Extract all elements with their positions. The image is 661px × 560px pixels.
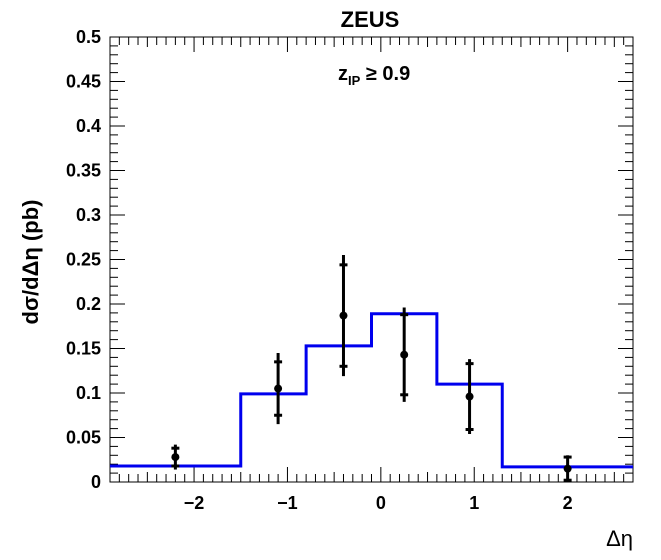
plot-frame: [109, 36, 634, 483]
data-point: [171, 444, 180, 470]
x-tick-label: −1: [277, 493, 298, 513]
point-marker: [563, 464, 572, 473]
y-tick-label: 0.45: [66, 72, 101, 92]
y-tick-label: 0.05: [66, 428, 101, 448]
data-point: [274, 352, 283, 425]
x-axis-label: Δη: [606, 526, 633, 551]
point-marker: [171, 453, 180, 462]
x-tick-label: −2: [184, 493, 205, 513]
y-tick-label: 0: [91, 472, 101, 492]
data-point: [465, 359, 474, 434]
point-marker: [465, 392, 474, 401]
chart-title: ZEUS: [341, 7, 400, 32]
annotation: zIP ≥ 0.9: [338, 63, 410, 88]
y-axis-label: dσ/dΔη (pb): [18, 200, 43, 325]
x-ticks: −2 −1 0 1 2: [109, 37, 634, 513]
svg-text:dσ/dΔη (pb): dσ/dΔη (pb): [18, 200, 43, 325]
x-tick-label: 1: [469, 493, 479, 513]
y-tick-label: 0.25: [66, 250, 101, 270]
x-tick-label: 0: [376, 493, 386, 513]
data-point: [339, 255, 348, 377]
point-marker: [339, 311, 348, 320]
y-ticks: 0 0.05 0.1 0.15 0.2 0.25 0.3 0.35 0.4 0.45 0.5: [66, 27, 633, 492]
model-histogram: [110, 312, 633, 469]
y-tick-label: 0.3: [76, 205, 101, 225]
y-tick-label: 0.4: [76, 116, 101, 136]
y-tick-label: 0.2: [76, 294, 101, 314]
y-tick-label: 0.35: [66, 161, 101, 181]
model-step-line: [110, 312, 633, 469]
y-tick-label: 0.1: [76, 383, 101, 403]
x-tick-label: 2: [563, 493, 573, 513]
point-marker: [400, 350, 409, 359]
data-point: [563, 455, 572, 482]
data-points: [171, 255, 572, 482]
y-tick-label: 0.5: [76, 27, 101, 47]
point-marker: [274, 384, 283, 393]
data-point: [400, 307, 409, 402]
y-tick-label: 0.15: [66, 339, 101, 359]
